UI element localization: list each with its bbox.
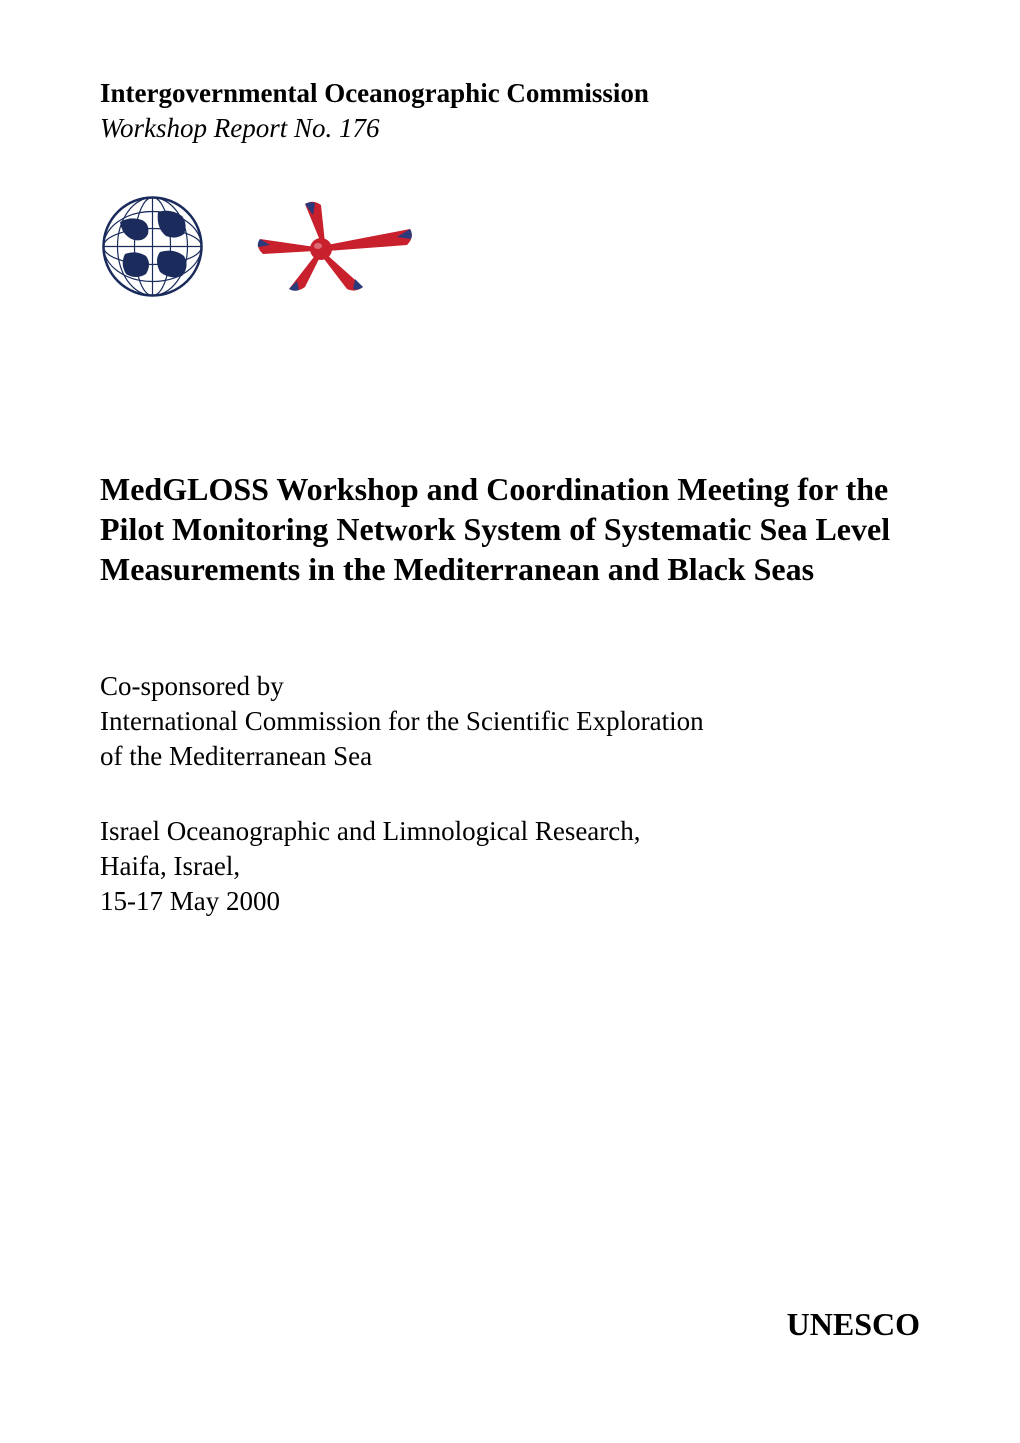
logos-row xyxy=(100,194,920,299)
sponsor-line-2: of the Mediterranean Sea xyxy=(100,739,920,774)
header-report-line: Workshop Report No. 176 xyxy=(100,113,920,144)
sponsor-block: Co-sponsored by International Commission… xyxy=(100,669,920,774)
main-title: MedGLOSS Workshop and Coordination Meeti… xyxy=(100,469,920,589)
footer-organization: UNESCO xyxy=(787,1306,920,1343)
venue-line-3: 15-17 May 2000 xyxy=(100,884,920,919)
ciesm-starfish-logo xyxy=(255,199,415,294)
header-organization: Intergovernmental Oceanographic Commissi… xyxy=(100,78,920,109)
venue-line-1: Israel Oceanographic and Limnological Re… xyxy=(100,814,920,849)
sponsor-line-1: International Commission for the Scienti… xyxy=(100,704,920,739)
ioc-logo xyxy=(100,194,205,299)
sponsor-label: Co-sponsored by xyxy=(100,669,920,704)
venue-line-2: Haifa, Israel, xyxy=(100,849,920,884)
venue-block: Israel Oceanographic and Limnological Re… xyxy=(100,814,920,919)
